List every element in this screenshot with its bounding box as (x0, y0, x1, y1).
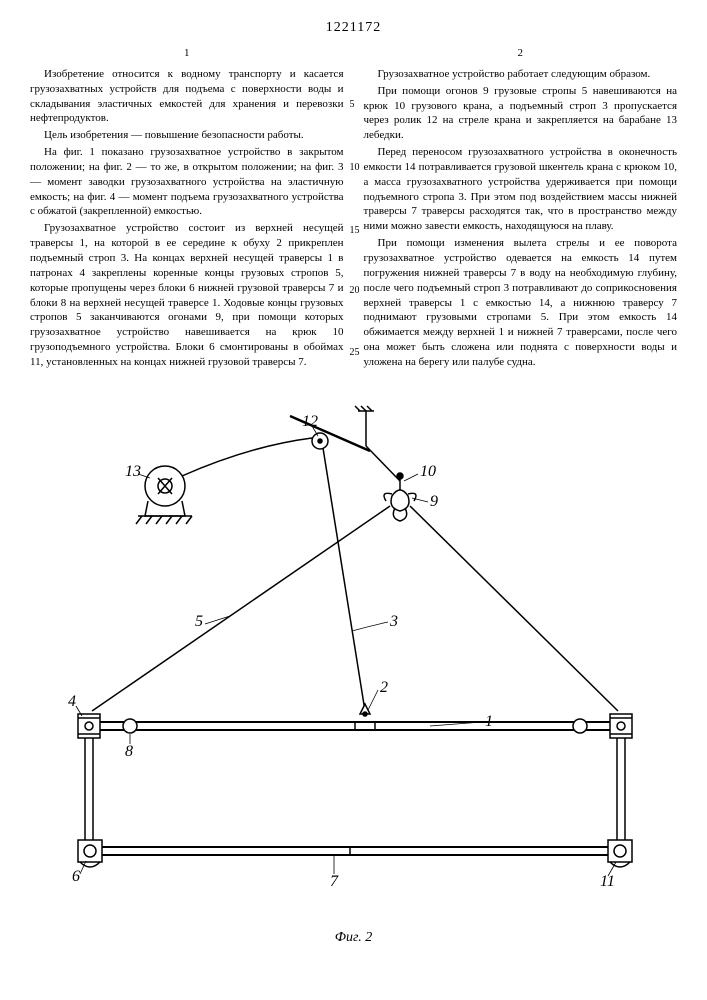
text-columns: 1 Изобретение относится к водному трансп… (30, 46, 677, 386)
para-l0: Изобретение относится к водному транспор… (30, 67, 344, 126)
label-7: 7 (330, 873, 339, 890)
para-r1: При помощи огонов 9 грузовые стропы 5 на… (364, 84, 678, 143)
label-6: 6 (72, 868, 80, 885)
label-4: 4 (68, 693, 76, 710)
para-l1: Цель изобретения — повышение безопасност… (30, 128, 344, 143)
para-l3: Грузозахватное устройство состоит из вер… (30, 221, 344, 369)
left-col-number: 1 (30, 46, 344, 61)
right-col-number: 2 (364, 46, 678, 61)
label-8: 8 (125, 743, 133, 760)
label-13: 13 (125, 463, 141, 480)
label-1: 1 (485, 713, 493, 730)
page-container: 1221172 1 Изобретение относится к водном… (0, 0, 707, 1000)
figure-caption: Фиг. 2 (30, 930, 677, 946)
para-r0: Грузозахватное устройство работает следу… (364, 67, 678, 82)
label-11: 11 (600, 873, 615, 890)
para-l2: На фиг. 1 показано грузозахватное устрой… (30, 145, 344, 219)
patent-number: 1221172 (30, 20, 677, 36)
figure-2: 1 2 3 4 5 6 7 8 9 10 11 (30, 396, 677, 956)
diagram-svg: 1 2 3 4 5 6 7 8 9 10 11 (30, 396, 677, 916)
left-column: 1 Изобретение относится к водному трансп… (30, 46, 344, 386)
label-5: 5 (195, 613, 203, 630)
label-3: 3 (389, 613, 398, 630)
label-9: 9 (430, 493, 438, 510)
label-12: 12 (302, 413, 318, 430)
line-mark: 20 (350, 284, 360, 298)
line-mark: 10 (350, 161, 360, 175)
para-r2: Перед переносом грузозахватного устройст… (364, 145, 678, 234)
label-2: 2 (380, 679, 388, 696)
para-r3: При помощи изменения вылета стрелы и ее … (364, 236, 678, 370)
line-mark: 5 (350, 98, 355, 112)
label-10: 10 (420, 463, 436, 480)
label-layer: 1 2 3 4 5 6 7 8 9 10 11 (68, 413, 616, 890)
line-mark: 25 (350, 346, 360, 360)
right-column: 2 5 10 15 20 25 Грузозахватное устройств… (364, 46, 678, 386)
line-mark: 15 (350, 224, 360, 238)
